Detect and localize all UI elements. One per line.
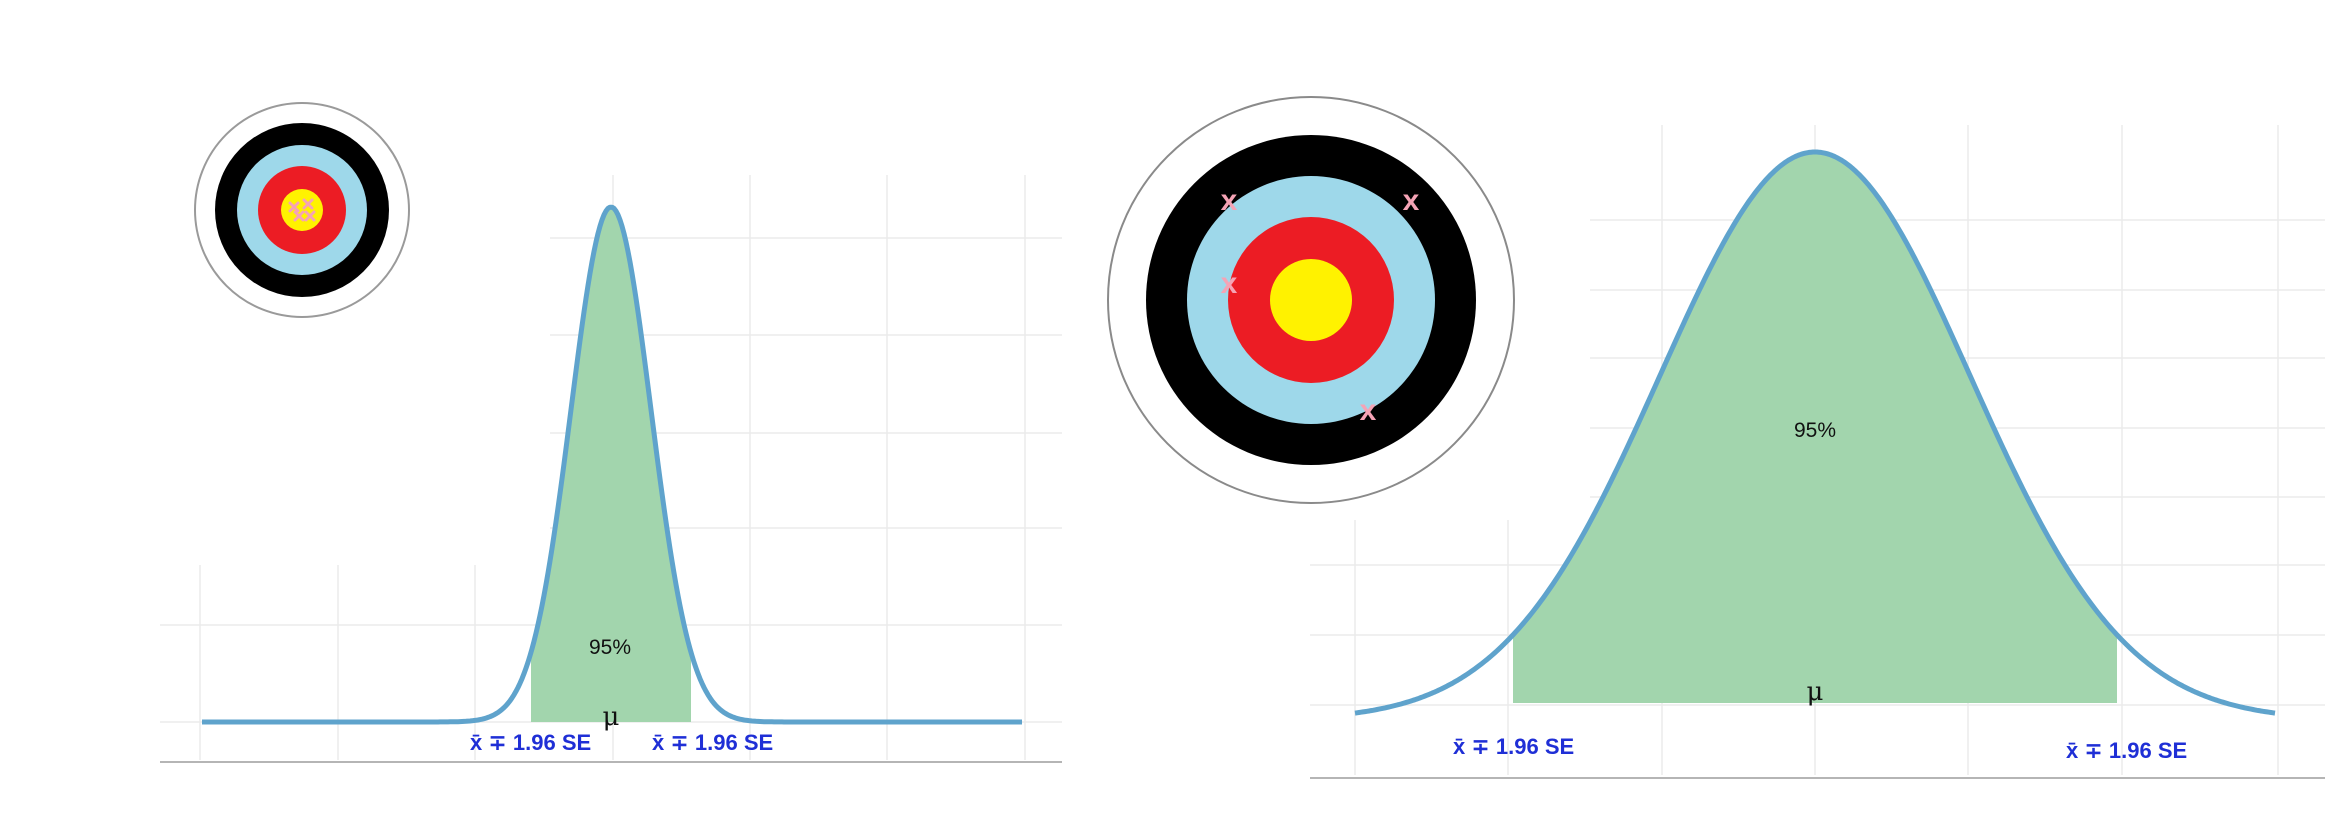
left-target [194, 102, 410, 318]
right-target-hit-mark: x [1221, 184, 1238, 217]
right-95-percent-area [1513, 152, 2117, 703]
right-target-bullseye [1270, 259, 1352, 341]
right-target-hit-mark: x [1221, 267, 1238, 300]
left-target-bullseye [281, 189, 323, 231]
right-panel: x x x x 95% μ x̄ ∓ 1.96 SE x̄ ∓ 1.96 SE [1107, 96, 2325, 779]
left-sampling-distribution-curve [201, 204, 1023, 725]
left-target-hit-cluster [288, 198, 316, 222]
right-lower-bound-label: x̄ ∓ 1.96 SE [1453, 734, 1574, 759]
left-mean-label: μ [603, 702, 620, 732]
right-target-hit-mark: x [1403, 184, 1420, 217]
right-sampling-distribution-curve [1354, 149, 2276, 716]
left-95-percent-area [531, 207, 691, 722]
right-upper-bound-label: x̄ ∓ 1.96 SE [2066, 738, 2187, 763]
right-target-hit-mark: x [1360, 394, 1377, 427]
right-percent-label: 95% [1794, 419, 1836, 442]
left-upper-bound-label: x̄ ∓ 1.96 SE [652, 730, 773, 755]
left-lower-bound-label: x̄ ∓ 1.96 SE [470, 730, 591, 755]
right-mean-label: μ [1807, 677, 1824, 707]
left-panel: 95% μ x̄ ∓ 1.96 SE x̄ ∓ 1.96 SE [160, 102, 1062, 763]
right-target: x x x x [1107, 96, 1515, 504]
left-percent-label: 95% [589, 636, 631, 659]
